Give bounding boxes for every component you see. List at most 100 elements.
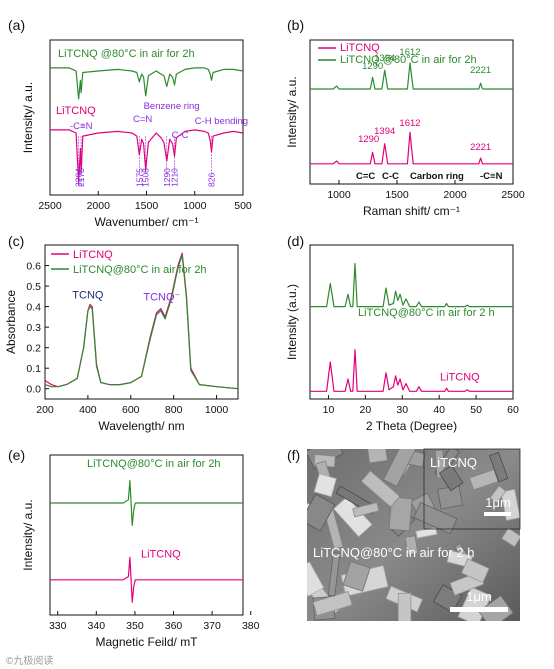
legend-label: LiTCNQ [73,249,113,261]
x-axis-title: Magnetic Feild/ mT [95,635,198,649]
y-axis-title: Intensity/ a.u. [21,82,35,153]
peak-label: 826 [207,173,217,187]
group-label: C-H bending [195,116,248,127]
peak-label-top: 1290 [362,61,383,72]
plot-frame [309,244,514,400]
group-label: C-C [382,171,399,182]
y-axis-title: Intensity/ a.u. [285,76,299,147]
y-axis-title: Intensity (a.u.) [285,284,299,360]
series-label-litcnq: LiTCNQ [56,105,96,117]
y-tick-label: 0.1 [26,363,41,375]
sem-crystal [469,469,499,491]
x-axis-title: 2 Theta (Degree) [366,419,457,433]
sem-crystal [489,485,507,504]
x-tick-label: 1000 [183,200,207,212]
scalebar-large [450,607,508,612]
group-label: Carbon ring [410,171,464,182]
peak-label-bottom: 1394 [374,126,395,137]
series-line-litcnq [310,131,513,165]
sem-crystal [478,595,514,621]
panel-f: (f) LiTCNQ 1μm LiTCNQ@80°C in air for 2 h 1μ… [287,447,521,621]
group-label: C-C [172,130,189,141]
panel-letter: (f) [287,447,300,463]
sem-crystal [488,451,509,483]
x-tick-label: 600 [122,404,140,416]
x-tick-label: 1000 [327,189,351,201]
legend-label: LiTCNQ@80°C in air for 2h [73,264,207,276]
scalebar-large-label: 1μm [466,589,492,604]
peak-label-bottom: 2221 [470,142,491,153]
group-label: -C≡N [70,121,93,132]
y-tick-label: 0.5 [26,281,41,293]
sem-crystal [413,501,458,535]
y-tick-label: 0.4 [26,302,41,314]
plot-frame [309,39,514,185]
panel-letter: (b) [287,17,304,33]
x-tick-label: 340 [88,620,106,632]
series-line-litcnq [50,129,244,184]
x-tick-label: 1000 [205,404,229,416]
sem-crystal [460,558,490,584]
y-tick-label: 0.0 [26,384,41,396]
sem-crystal [307,493,336,532]
x-tick-label: 30 [396,404,408,416]
peak-label-top: 1612 [399,47,420,58]
legend-label: LiTCNQ @80°C in air for 2h [340,54,477,66]
group-label: C=N [133,114,152,125]
sem-crystal [312,591,353,617]
plot-frame [49,454,244,616]
panel-b: (b) Raman shift/ cm⁻¹ Intensity/ a.u. 1000 1… [285,17,525,218]
series-label-litcnq: LiTCNQ [440,372,480,384]
peak-label: 2178 [76,168,86,187]
y-tick-label: 0.2 [26,343,41,355]
x-tick-label: 350 [126,620,144,632]
scalebar-small-label: 1μm [485,495,511,510]
panel-a: (a) Wavenumber/ cm⁻¹ Intensity/ a.u. 2500 20… [8,17,252,229]
peak-label: 1575 [134,168,144,187]
watermark-text: ©九极阅读 [6,656,54,667]
series-line-heated [310,262,513,308]
peak-label: 1290 [162,168,172,187]
x-tick-label: 800 [165,404,183,416]
x-tick-label: 360 [165,620,183,632]
group-label: Benzene ring [144,101,200,112]
series-line-heated [44,254,239,390]
x-tick-label: 2000 [443,189,467,201]
scalebar-small [484,512,511,516]
series-line-litcnq [310,349,513,392]
x-tick-label: 60 [507,404,519,416]
peak-label-top: 2221 [470,65,491,76]
series-line-heated [50,480,243,526]
x-axis-title: Wavenumber/ cm⁻¹ [95,215,199,229]
sem-label-top: LiTCNQ [430,455,477,470]
group-label: -C≡N [480,171,503,182]
sem-crystal [501,527,520,548]
series-label-heated: LiTCNQ@80°C in air for 2 h [358,307,495,319]
x-tick-label: 370 [203,620,221,632]
peak-label-top: 1394 [374,53,395,64]
legend-label: LiTCNQ [340,42,380,54]
legend: LiTCNQ LiTCNQ@80°C in air for 2h [51,249,207,276]
x-tick-label: 2500 [501,189,525,201]
peak-label-bottom: 1290 [358,134,379,145]
panel-c: (c) Wavelength/ nm Absorbance 200 400 600 800 1… [4,233,239,433]
x-tick-label: 200 [36,404,54,416]
sem-crystal [366,449,388,464]
panel-letter: (e) [8,447,25,463]
x-tick-label: 500 [234,200,252,212]
series-label-litcnq: LiTCNQ [141,548,181,560]
x-axis-title: Wavelength/ nm [98,419,184,433]
sem-crystals [307,449,520,621]
sem-label-bottom: LiTCNQ@80°C in air for 2 h [313,545,474,560]
series-label-heated: LiTCNQ @80°C in air for 2h [58,48,195,60]
x-tick-label: 10 [323,404,335,416]
plot-frame [44,244,239,400]
sem-inset [423,448,521,530]
panel-d: (d) 2 Theta (Degree) Intensity (a.u.) 10 20 3… [285,233,519,433]
panel-letter: (a) [8,17,25,33]
y-axis-title: Intensity/ a.u. [21,499,35,570]
sem-crystal [360,470,401,508]
series-line-heated [50,67,244,100]
panel-letter: (c) [8,233,24,249]
sem-crystal [404,535,419,556]
